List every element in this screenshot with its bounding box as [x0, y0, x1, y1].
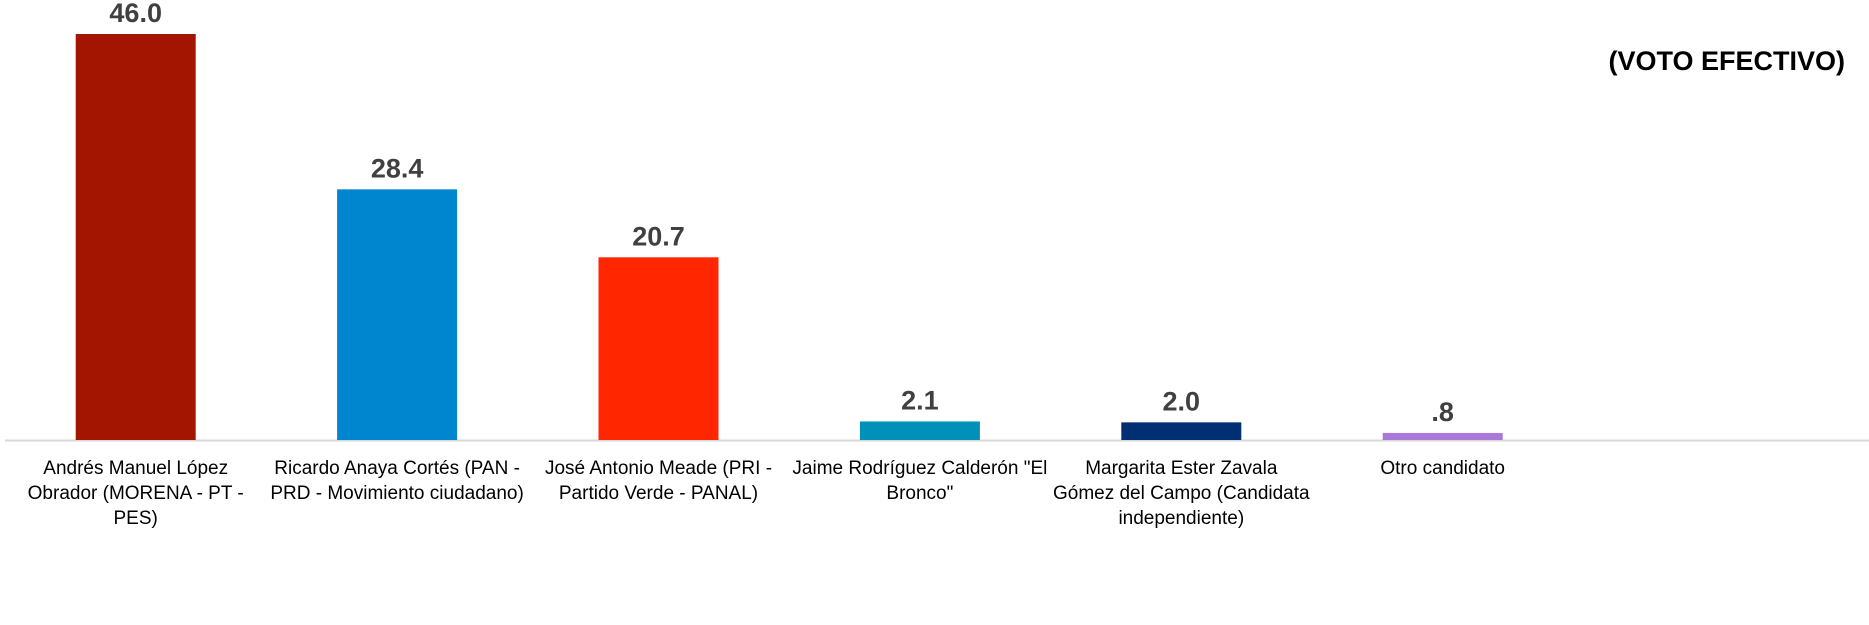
value-label: 46.0	[109, 0, 162, 28]
value-label: 28.4	[371, 153, 424, 183]
value-label: 2.0	[1163, 386, 1201, 416]
x-tick-label: Otro candidato	[1380, 458, 1505, 479]
x-tick-label: Andrés Manuel López Obrador (MORENA - PT…	[27, 458, 244, 529]
x-tick-label: Ricardo Anaya Cortés (PAN - PRD - Movimi…	[270, 458, 524, 504]
x-tick-label: Margarita Ester Zavala Gómez del Campo (…	[1052, 458, 1310, 529]
value-label: 20.7	[632, 221, 685, 251]
bar	[598, 257, 719, 440]
bar	[1382, 432, 1503, 440]
x-tick-label: José Antonio Meade (PRI - Partido Verde …	[544, 458, 773, 504]
bar	[859, 421, 980, 440]
chart-title: (VOTO EFECTIVO)	[1608, 46, 1845, 76]
bar	[75, 34, 196, 440]
value-label: .8	[1431, 397, 1454, 427]
value-label: 2.1	[901, 385, 939, 415]
x-tick-label: Jaime Rodríguez Calderón "El Bronco"	[792, 458, 1048, 504]
bar	[337, 189, 458, 440]
bar	[1121, 422, 1242, 440]
